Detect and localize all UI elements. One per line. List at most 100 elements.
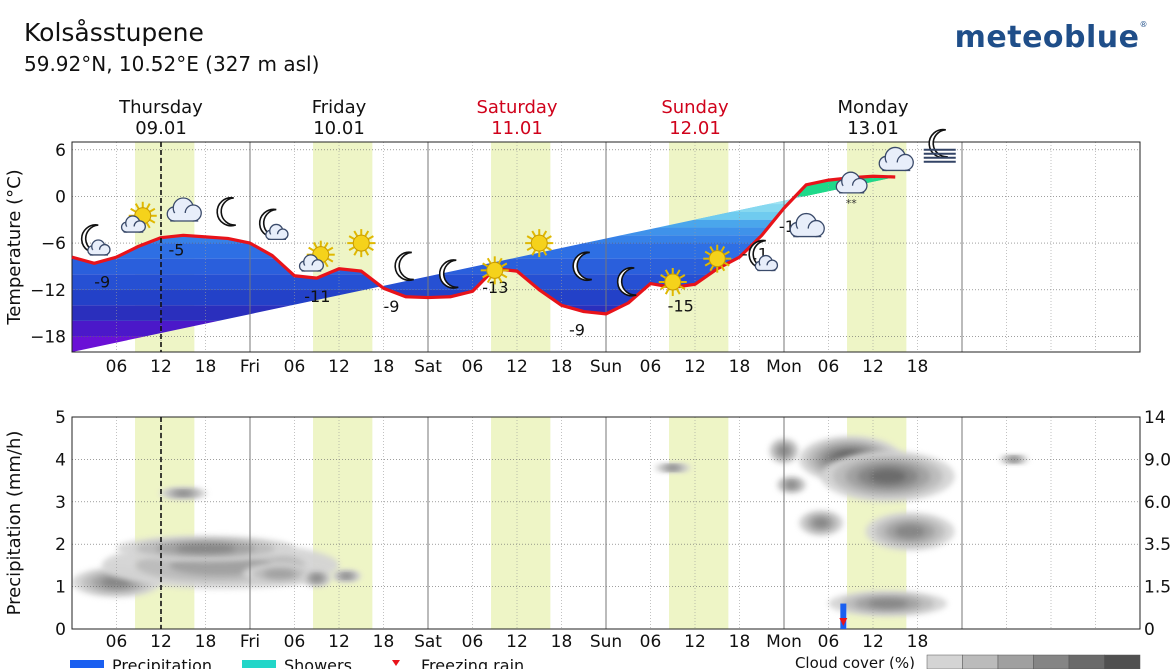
x-tick-label: 18 bbox=[907, 357, 929, 377]
x-tick-label: 12 bbox=[150, 357, 172, 377]
cloud-cover-swatch bbox=[1104, 654, 1141, 669]
cloud-cover-blob bbox=[1008, 457, 1019, 462]
temperature-value-label: -9 bbox=[384, 297, 400, 316]
x-tick-label: 06 bbox=[818, 357, 840, 377]
temperature-line bbox=[71, 174, 896, 316]
moon-icon bbox=[572, 251, 593, 281]
day-name-label: Sunday bbox=[661, 97, 729, 118]
day-name-label: Thursday bbox=[118, 97, 203, 118]
x-tick-label: 18 bbox=[551, 357, 573, 377]
x-tick-label: 06 bbox=[106, 357, 128, 377]
legend-swatch bbox=[70, 660, 104, 668]
cloud-cover-swatch bbox=[1033, 654, 1070, 669]
cloud-cover-blob bbox=[341, 574, 352, 578]
temperature-value-label: -11 bbox=[304, 287, 330, 306]
sun-icon bbox=[347, 229, 376, 258]
sun-cloud-icon bbox=[298, 240, 335, 272]
cloud-cover-swatch bbox=[1068, 654, 1105, 669]
temperature-value-label: -5 bbox=[168, 240, 184, 259]
cloud-cover-blob bbox=[175, 544, 236, 553]
cloud-cover-blob bbox=[263, 569, 296, 579]
daylight-band bbox=[313, 417, 373, 629]
y2-tick-label: 3.5 bbox=[1144, 535, 1170, 555]
cloud-cover-swatch bbox=[997, 654, 1034, 669]
daylight-band bbox=[669, 417, 729, 629]
y2-tick-label: 0 bbox=[1144, 620, 1155, 640]
cloud-cover-label: Cloud cover (%) bbox=[795, 654, 915, 669]
x-tick-label: 06 bbox=[640, 357, 662, 377]
sun-icon bbox=[480, 256, 509, 285]
cloud-cover-blob bbox=[175, 491, 192, 496]
x-tick-label: Mon bbox=[766, 632, 802, 652]
snow-cloud-icon: ** bbox=[835, 171, 868, 210]
legend-label: Precipitation bbox=[112, 656, 212, 669]
x-tick-label: Sat bbox=[414, 632, 442, 652]
moon-icon bbox=[616, 266, 637, 297]
y-tick-label: −18 bbox=[30, 327, 66, 347]
y2-tick-label: 9.0 bbox=[1144, 450, 1170, 470]
x-tick-label: 12 bbox=[328, 357, 350, 377]
x-tick-label: 06 bbox=[284, 632, 306, 652]
x-tick-label: 18 bbox=[729, 632, 751, 652]
location-title: Kolsåsstupene bbox=[24, 18, 204, 47]
cloud-cover-blob bbox=[786, 482, 797, 488]
x-tick-label: 18 bbox=[907, 632, 929, 652]
y-tick-label: 4 bbox=[55, 450, 66, 470]
cloud-icon bbox=[878, 146, 914, 172]
brand-registered-mark: ® bbox=[1139, 20, 1148, 29]
x-tick-label: Fri bbox=[240, 632, 260, 652]
y-tick-label: −6 bbox=[41, 234, 66, 254]
y-tick-label: 2 bbox=[55, 535, 66, 555]
cloud-icon bbox=[789, 212, 825, 238]
y-tick-label: 0 bbox=[55, 187, 66, 207]
temperature-value-label: -9 bbox=[94, 272, 110, 291]
cloud-cover-blob bbox=[813, 518, 829, 528]
x-tick-label: Sat bbox=[414, 357, 442, 377]
temperature-value-label: -15 bbox=[668, 296, 694, 315]
freezing-rain-marker bbox=[839, 618, 848, 626]
sun-icon bbox=[703, 244, 732, 273]
cloud-icon bbox=[166, 197, 202, 222]
cloud-cover-blob bbox=[311, 575, 322, 581]
day-date-label: 12.01 bbox=[669, 118, 721, 139]
x-tick-label: 12 bbox=[150, 632, 172, 652]
legend-label: Freezing rain bbox=[421, 656, 524, 669]
y2-tick-label: 1.5 bbox=[1144, 578, 1170, 598]
x-tick-label: 12 bbox=[328, 632, 350, 652]
moon-cloud-icon bbox=[748, 239, 779, 272]
brand-logo[interactable]: meteoblue® bbox=[955, 20, 1148, 55]
x-tick-label: 18 bbox=[195, 357, 217, 377]
x-tick-label: 12 bbox=[862, 357, 884, 377]
temperature-value-label: 22 bbox=[960, 0, 980, 4]
cloud-cover-blob bbox=[895, 525, 925, 538]
x-tick-label: 18 bbox=[373, 357, 395, 377]
moon-icon bbox=[394, 251, 415, 281]
day-date-label: 13.01 bbox=[847, 118, 899, 139]
sun-cloud-icon bbox=[120, 201, 157, 233]
x-tick-label: 12 bbox=[862, 632, 884, 652]
day-date-label: 09.01 bbox=[135, 118, 187, 139]
precipitation-frame bbox=[71, 416, 1141, 630]
y-tick-label: 6 bbox=[55, 141, 66, 161]
precipitation-bar bbox=[840, 603, 847, 629]
y-tick-label: 5 bbox=[55, 408, 66, 428]
x-tick-label: 18 bbox=[373, 632, 395, 652]
x-tick-label: 18 bbox=[729, 357, 751, 377]
x-tick-label: Fri bbox=[240, 357, 260, 377]
x-tick-label: 12 bbox=[506, 357, 528, 377]
y-axis-title: Temperature (°C) bbox=[4, 169, 25, 325]
y-axis-title: Precipitation (mm/h) bbox=[4, 431, 25, 616]
moon-cloud-icon bbox=[258, 208, 289, 241]
x-tick-label: 06 bbox=[818, 632, 840, 652]
x-tick-label: 18 bbox=[195, 632, 217, 652]
x-tick-label: 06 bbox=[106, 632, 128, 652]
brand-name: meteoblue bbox=[954, 20, 1140, 55]
legend: Precipitation Showers Freezing rain Cloud c… bbox=[70, 654, 1141, 669]
moon-cloud-icon bbox=[80, 224, 111, 256]
sun-icon bbox=[658, 268, 687, 296]
y-tick-label: 3 bbox=[55, 493, 66, 513]
svg-text:**: ** bbox=[846, 197, 858, 210]
y-tick-label: −12 bbox=[30, 281, 66, 301]
